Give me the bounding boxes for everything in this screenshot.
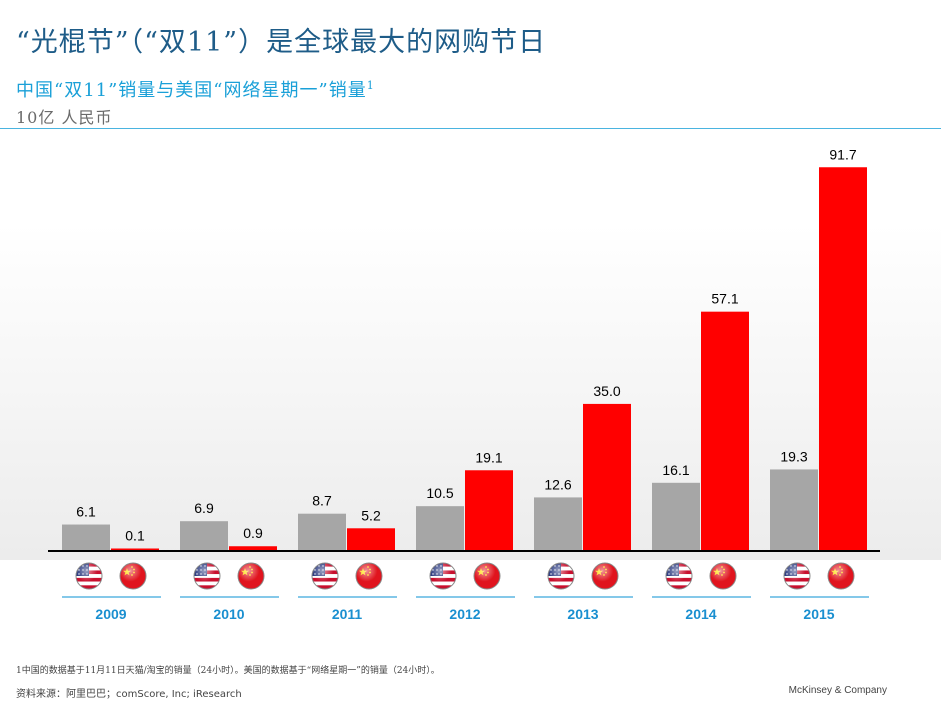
bar-2009-china <box>111 548 159 550</box>
bar-2009-us <box>62 524 110 550</box>
value-label-2013-china: 35.0 <box>593 383 620 399</box>
value-label-2010-china: 0.9 <box>243 525 263 541</box>
value-label-2015-china: 91.7 <box>829 146 856 162</box>
chart-background <box>0 0 941 560</box>
us-flag-icon <box>311 562 339 590</box>
value-label-2011-china: 5.2 <box>361 507 381 523</box>
us-flag-icon <box>665 562 693 590</box>
bar-2012-us <box>416 506 464 550</box>
bar-2013-china <box>583 403 631 550</box>
x-tick-label-2015: 2015 <box>803 606 834 622</box>
bar-2011-us <box>298 513 346 550</box>
value-label-2012-china: 19.1 <box>475 449 502 465</box>
bar-2015-china <box>819 167 867 550</box>
x-tick-label-2014: 2014 <box>685 606 716 622</box>
us-flag-icon <box>783 562 811 590</box>
china-flag-icon <box>355 562 383 590</box>
value-label-2013-us: 12.6 <box>544 476 571 492</box>
value-label-2009-us: 6.1 <box>76 504 96 520</box>
bar-2012-china <box>465 470 513 550</box>
source-note: 资料来源：阿里巴巴；comScore, Inc; iResearch <box>16 689 242 700</box>
china-flag-icon <box>473 562 501 590</box>
china-flag-icon <box>119 562 147 590</box>
bar-2013-us <box>534 497 582 550</box>
page-title: “光棍节”（“双11”）是全球最大的网购节日 <box>16 27 547 58</box>
bar-2014-china <box>701 311 749 550</box>
us-flag-icon <box>547 562 575 590</box>
bar-2011-china <box>347 528 395 550</box>
bar-2014-us <box>652 482 700 550</box>
unit-label: 10亿 人民币 <box>16 108 113 127</box>
value-label-2012-us: 10.5 <box>426 485 453 501</box>
us-flag-icon <box>193 562 221 590</box>
chart-subtitle-text: 中国“双11”销量与美国“网络星期一”销量 <box>16 80 367 101</box>
china-flag-icon <box>591 562 619 590</box>
bar-2010-china <box>229 546 277 550</box>
x-tick-label-2011: 2011 <box>332 606 363 622</box>
footnote: 1中国的数据基于11月11日天猫/淘宝的销量（24小时）。美国的数据基于“网络星… <box>16 666 440 676</box>
x-tick-label-2009: 2009 <box>95 606 126 622</box>
china-flag-icon <box>709 562 737 590</box>
value-label-2009-china: 0.1 <box>125 528 145 544</box>
x-tick-label-2012: 2012 <box>449 606 480 622</box>
chart-subtitle: 中国“双11”销量与美国“网络星期一”销量1 <box>16 76 375 102</box>
value-label-2015-us: 19.3 <box>780 448 807 464</box>
china-flag-icon <box>827 562 855 590</box>
bar-2015-us <box>770 469 818 550</box>
x-tick-label-2010: 2010 <box>213 606 244 622</box>
value-label-2011-us: 8.7 <box>312 493 332 509</box>
company-name: McKinsey & Company <box>788 685 887 696</box>
x-tick-label-2013: 2013 <box>567 606 598 622</box>
bar-chart: 6.1 6.9 8.7 10.5 12.6 16.1 19.3 0.1 0.9 5.2 19.1 35… <box>48 146 880 622</box>
value-label-2010-us: 6.9 <box>194 500 214 516</box>
china-flag-icon <box>237 562 265 590</box>
us-flag-icon <box>75 562 103 590</box>
footnote-marker: 1 <box>366 79 375 92</box>
value-label-2014-china: 57.1 <box>711 291 738 307</box>
value-label-2014-us: 16.1 <box>662 462 689 478</box>
bar-2010-us <box>180 521 228 550</box>
header-divider <box>0 128 941 129</box>
us-flag-icon <box>429 562 457 590</box>
